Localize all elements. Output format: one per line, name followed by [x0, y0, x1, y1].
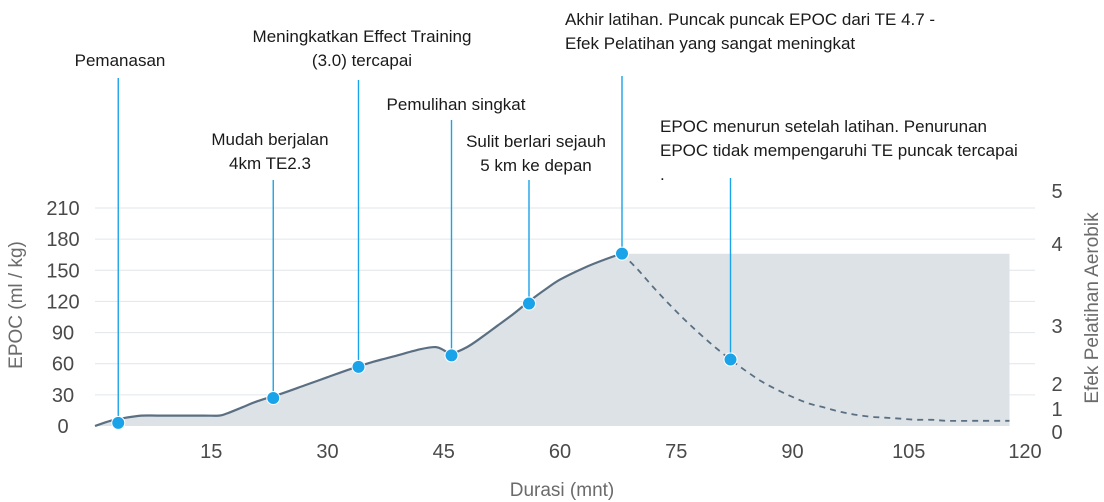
annotation-6-line-0: EPOC menurun setelah latihan. Penurunan [660, 117, 987, 136]
y-tick-6: 180 [46, 229, 79, 251]
marker-3 [444, 348, 459, 363]
marker-1 [266, 390, 281, 405]
y-tick-5: 150 [46, 260, 79, 282]
x-tick-4: 75 [665, 441, 687, 463]
annotation-1-line-0: Mudah berjalan [211, 130, 328, 149]
annotation-1-line-1: 4km TE2.3 [229, 154, 311, 173]
marker-2 [351, 359, 366, 374]
y-tick-2: 60 [52, 354, 74, 376]
annotation-3-line-0: Pemulihan singkat [387, 95, 526, 114]
annotation-6-line-1: EPOC tidak mempengaruhi TE puncak tercap… [660, 141, 1018, 160]
area-layer [95, 253, 1010, 426]
y-tick-0: 0 [57, 416, 68, 438]
annotation-5-line-1: Efek Pelatihan yang sangat meningkat [565, 34, 855, 53]
markers [111, 246, 738, 430]
x-tick-6: 105 [892, 441, 925, 463]
y-tick-3: 90 [52, 323, 74, 345]
x-tick-7: 120 [1008, 441, 1041, 463]
marker-6 [723, 352, 738, 367]
x-tick-2: 45 [433, 441, 455, 463]
annotation-guides [117, 76, 732, 423]
annotation-0-line-0: Pemanasan [75, 51, 166, 70]
series-line-dashed [621, 253, 1010, 422]
annotation-2-line-1: (3.0) tercapai [312, 51, 412, 70]
annotation-5-line-0: Akhir latihan. Puncak puncak EPOC dari T… [565, 10, 935, 29]
y2-tick-2: 2 [1051, 374, 1062, 396]
x-tick-0: 15 [200, 441, 222, 463]
annotation-4-line-0: Sulit berlari sejauh [466, 132, 606, 151]
y2-tick-5: 5 [1051, 181, 1062, 203]
y2-tick-3: 3 [1051, 316, 1062, 338]
y2-tick-1: 1 [1051, 399, 1062, 421]
x-tick-5: 90 [781, 441, 803, 463]
tick-labels: 15 30 45 60 75 90 105 1200306090120150180210012… [46, 181, 1062, 463]
y-tick-4: 120 [46, 291, 79, 313]
annotation-4-line-1: 5 km ke depan [480, 156, 592, 175]
y2-axis-title: Efek Pelatihan Aerobik [1082, 212, 1103, 404]
marker-0 [111, 415, 126, 430]
y-tick-7: 210 [46, 198, 79, 220]
y2-tick-4: 4 [1051, 234, 1062, 256]
x-tick-1: 30 [316, 441, 338, 463]
marker-4 [522, 296, 536, 311]
annotation-labels: Pemanasan Mudah berjalan 4km TE2.3 Meningka… [75, 10, 1018, 184]
x-tick-3: 60 [549, 441, 571, 463]
annotation-2-line-0: Meningkatkan Effect Training [253, 27, 472, 46]
y-tick-1: 30 [52, 385, 74, 407]
epoc-area [95, 253, 1010, 426]
marker-5 [615, 246, 629, 261]
y2-tick-0: 0 [1051, 422, 1062, 444]
x-axis-title: Durasi (mnt) [510, 480, 615, 501]
annotation-6-line-2: . [660, 165, 665, 184]
y-axis-title: EPOC (ml / kg) [6, 241, 27, 369]
